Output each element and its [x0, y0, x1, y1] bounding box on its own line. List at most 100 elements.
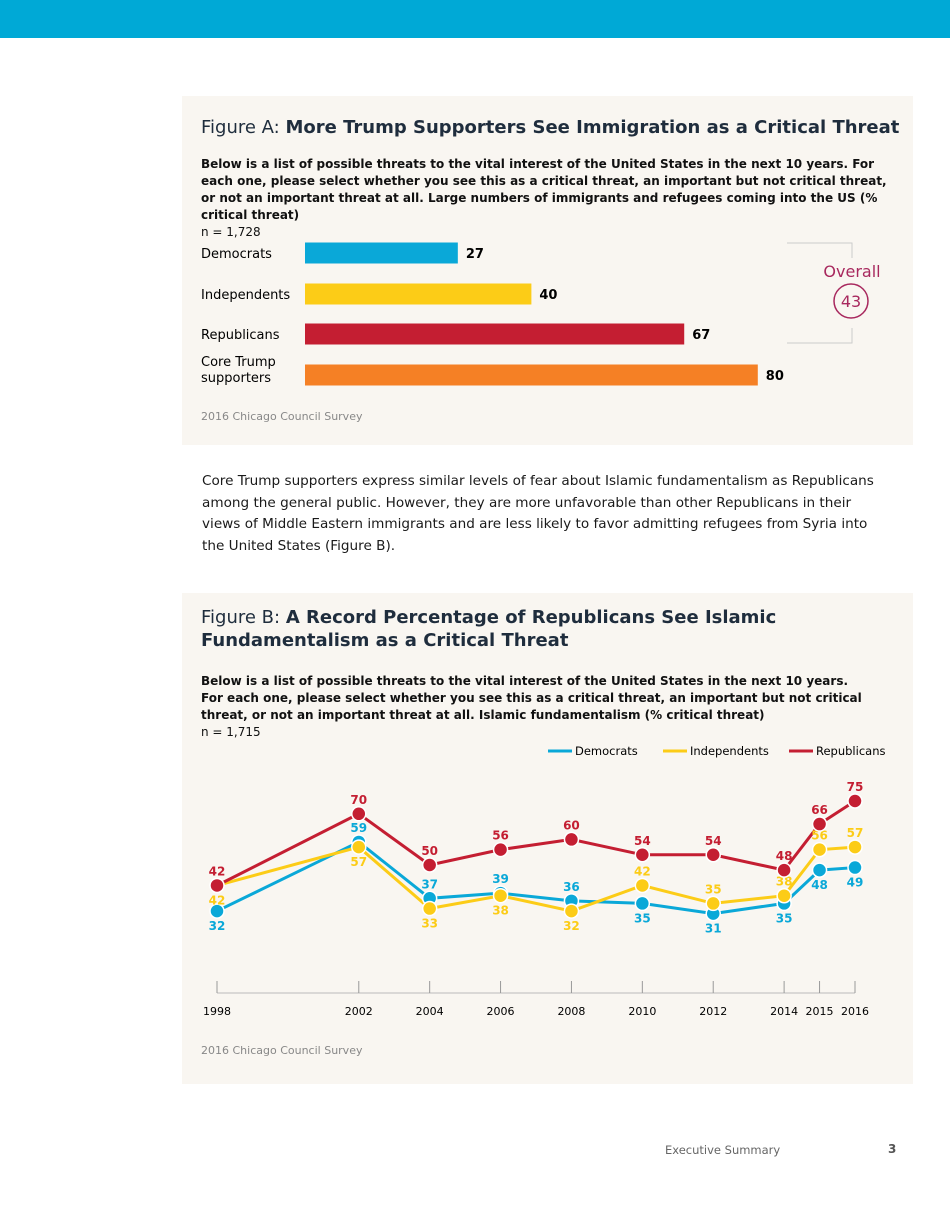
sample: n = 1,715 [201, 725, 261, 739]
question-line: Below is a list of possible threats to t… [201, 674, 849, 688]
x-tick-label: 2015 [806, 1005, 834, 1018]
point [209, 877, 225, 894]
point [705, 847, 721, 863]
footer-section: Executive Summary [665, 1143, 781, 1157]
point [351, 839, 367, 855]
figure-b-panel [182, 593, 913, 1084]
point [811, 841, 828, 858]
question: Below is a list of possible threats to t… [201, 157, 887, 205]
data-label: 31 [705, 922, 722, 936]
point [634, 877, 651, 894]
point [776, 862, 792, 878]
point [421, 857, 438, 873]
x-tick-label: 2006 [487, 1005, 515, 1018]
value-label: 27 [466, 247, 484, 262]
category-label: Republicans [201, 328, 280, 343]
point [421, 900, 438, 917]
point [811, 816, 828, 832]
bar [305, 323, 685, 345]
point [811, 862, 828, 878]
series-line [216, 799, 856, 887]
data-label: 36 [563, 880, 580, 894]
x-tick-label: 2014 [770, 1005, 798, 1018]
value-label: 80 [766, 369, 784, 384]
data-label: 32 [563, 919, 580, 933]
data-label: 57 [847, 826, 864, 840]
bar [305, 242, 458, 264]
topic: Large numbers of immigrants and refugees… [427, 191, 856, 205]
point [634, 847, 651, 863]
figure-b-question: Below is a list of possible threats to t… [201, 673, 901, 741]
data-label: 54 [705, 834, 722, 848]
category-label: Independents [201, 288, 290, 303]
point [492, 887, 509, 904]
point [847, 859, 863, 876]
figure-a-title: Figure A: More Trump Supporters See Immi… [201, 116, 901, 139]
data-label: 35 [776, 911, 793, 925]
source: 2016 Chicago Council Survey [201, 410, 363, 423]
data-label: 56 [811, 829, 828, 843]
data-label: 39 [492, 872, 509, 886]
topic: Islamic fundamentalism [478, 708, 641, 722]
point [209, 903, 225, 919]
data-label: 49 [847, 876, 864, 890]
title: A Record Percentage of Republicans See I… [201, 607, 777, 651]
bar [305, 364, 758, 386]
x-tick-label: 2008 [557, 1005, 585, 1018]
point [492, 841, 509, 858]
sample: n = 1,728 [201, 225, 261, 239]
title-prefix: Figure A: [201, 117, 280, 138]
data-label: 38 [492, 904, 509, 918]
paragraph: Core Trump supporters express similar le… [202, 473, 874, 554]
series-line [216, 840, 856, 916]
data-label: 32 [209, 919, 226, 933]
x-tick-label: 2010 [628, 1005, 656, 1018]
data-label: 66 [811, 803, 828, 817]
source: 2016 Chicago Council Survey [201, 1044, 363, 1057]
point [563, 903, 580, 919]
data-label: 60 [563, 818, 580, 832]
category-label: Core Trump supporters [201, 355, 276, 386]
data-label: 50 [421, 844, 438, 858]
figure-a-question: Below is a list of possible threats to t… [201, 156, 891, 241]
point [634, 895, 651, 912]
legend-label: Democrats [575, 744, 638, 758]
data-label: 54 [634, 834, 651, 848]
legend-label: Independents [690, 744, 769, 758]
unit: (% critical threat) [644, 708, 765, 722]
title-prefix: Figure B: [201, 607, 281, 628]
value-label: 67 [692, 328, 710, 343]
unit: (% critical threat) [201, 191, 878, 222]
question-line: For each one, please select whether you … [201, 691, 862, 722]
legend-label: Republicans [816, 744, 885, 758]
point [351, 806, 367, 822]
data-label: 42 [209, 864, 226, 878]
data-label: 56 [492, 829, 509, 843]
bar [305, 283, 532, 305]
data-label: 75 [847, 780, 864, 794]
data-label: 33 [421, 917, 438, 931]
data-label: 70 [350, 793, 367, 807]
bracket [787, 242, 853, 344]
header-bar [0, 0, 950, 38]
point [776, 887, 792, 904]
data-label: 35 [705, 882, 722, 896]
x-tick-label: 2012 [699, 1005, 727, 1018]
data-label: 48 [811, 878, 828, 892]
data-label: 37 [421, 877, 438, 891]
data-label: 38 [776, 875, 793, 889]
data-label: 35 [634, 911, 651, 925]
data-label: 42 [209, 893, 226, 907]
point [563, 831, 580, 848]
overall-label: Overall [823, 262, 880, 281]
data-label: 42 [634, 864, 651, 878]
figure-b-title: Figure B: A Record Percentage of Republi… [201, 606, 801, 652]
point [847, 839, 863, 855]
point [705, 895, 721, 912]
overall-value: 43 [841, 292, 861, 311]
figure-a-panel [182, 96, 913, 445]
value-label: 40 [539, 288, 557, 303]
x-tick-label: 1998 [203, 1005, 231, 1018]
